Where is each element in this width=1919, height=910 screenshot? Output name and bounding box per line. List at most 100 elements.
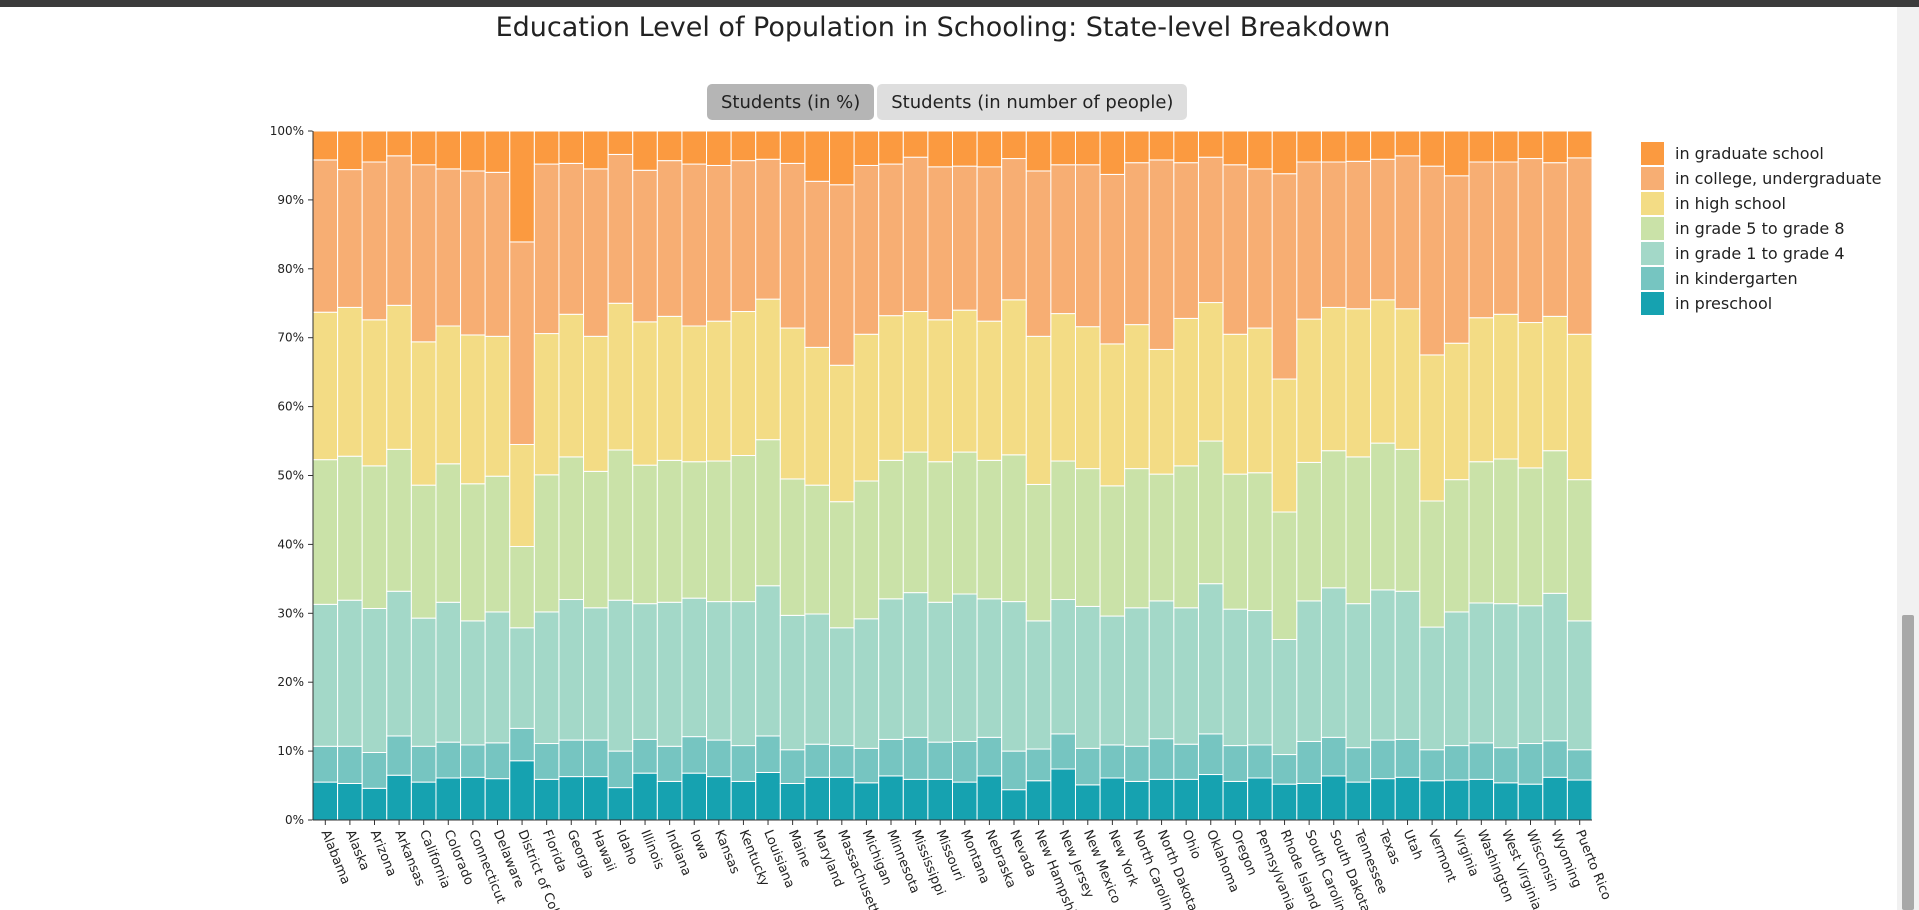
bar-segment <box>1222 473 1249 610</box>
bar-segment <box>1443 779 1470 821</box>
bar-segment <box>706 164 732 322</box>
bar-segment <box>1443 130 1470 177</box>
vertical-scrollbar[interactable] <box>1897 7 1919 910</box>
bar-segment <box>361 319 388 467</box>
bar-segment <box>1370 589 1396 741</box>
bar-segment <box>1001 789 1027 821</box>
bar-segment <box>607 130 634 155</box>
bar-segment <box>656 745 683 782</box>
bar-segment <box>1517 467 1544 607</box>
bar-segment <box>730 745 757 782</box>
bar-segment <box>1074 784 1101 821</box>
bar-segment <box>1222 745 1249 782</box>
bar-segment <box>312 745 339 783</box>
bar-segment <box>1566 779 1593 821</box>
bar-segment <box>681 772 708 821</box>
bar-segment <box>435 777 462 821</box>
bar-segment <box>1296 461 1322 602</box>
bar-segment <box>558 313 585 458</box>
bar-segment <box>1197 130 1224 158</box>
page-title: Education Level of Population in Schooli… <box>495 12 1391 43</box>
bar-segment <box>902 592 929 738</box>
bar-segment <box>681 597 708 738</box>
bar-segment <box>1320 306 1347 452</box>
bar-segment <box>410 745 437 783</box>
bar-segment <box>361 787 388 821</box>
bar-segment <box>1394 448 1421 592</box>
bar-segment <box>1394 155 1421 310</box>
legend-label: in high school <box>1675 194 1786 213</box>
bar-segment <box>1443 611 1470 747</box>
bar-segment <box>1296 161 1322 320</box>
bar-segment <box>484 778 511 821</box>
bar-segment <box>1247 130 1273 170</box>
bar-segment <box>1074 164 1101 328</box>
bar-segment <box>1074 468 1101 607</box>
bar-segment <box>361 130 388 163</box>
bar-segment <box>509 627 535 729</box>
bar-segment <box>1468 130 1495 163</box>
bar-segment <box>583 168 609 337</box>
bar-segment <box>1173 743 1199 780</box>
bar-segment <box>533 778 560 821</box>
x-tick-label: Texas <box>1375 827 1403 867</box>
bar-segment <box>1443 342 1470 481</box>
bar-segment <box>1493 747 1519 784</box>
bar-segment <box>1468 317 1495 463</box>
bar-segment <box>902 778 929 821</box>
bar-segment <box>533 333 560 476</box>
bar-segment <box>1296 130 1322 163</box>
bar-segment <box>1296 600 1322 742</box>
bar-segment <box>410 130 437 166</box>
scrollbar-thumb[interactable] <box>1902 615 1914 910</box>
bar-segment <box>1271 638 1298 756</box>
bar-segment <box>1493 313 1519 460</box>
bar-segment <box>1517 783 1544 821</box>
bar-segment <box>1050 164 1076 315</box>
y-tick-label: 80% <box>277 262 304 276</box>
bar-segment <box>1247 777 1273 821</box>
bar-segment <box>853 480 880 620</box>
bar-segment <box>730 780 757 821</box>
legend-swatch <box>1641 292 1664 315</box>
bar-segment <box>1345 456 1372 605</box>
bar-segment <box>1001 454 1027 603</box>
bar-segment <box>1222 780 1249 821</box>
bar-segment <box>607 449 634 601</box>
bar-segment <box>583 335 609 472</box>
bar-segment <box>1517 743 1544 785</box>
bar-segment <box>681 461 708 599</box>
bar-segment <box>1001 601 1027 752</box>
bar-segment <box>878 738 904 777</box>
bar-segment <box>583 470 609 609</box>
bar-segment <box>484 130 511 173</box>
bar-segment <box>779 614 806 751</box>
bar-segment <box>1247 610 1273 746</box>
bar-segment <box>1542 450 1568 594</box>
bar-segment <box>829 364 855 503</box>
bar-segment <box>976 166 1003 322</box>
bar-segment <box>1320 130 1347 163</box>
bar-segment <box>607 302 634 451</box>
bar-segment <box>1517 130 1544 160</box>
bar-segment <box>386 130 412 157</box>
bar-segment <box>878 315 904 461</box>
bar-segment <box>410 617 437 747</box>
bar-segment <box>509 241 535 445</box>
bar-segment <box>533 163 560 335</box>
bar-segment <box>1050 313 1076 462</box>
bar-segment <box>386 448 412 592</box>
bar-segment <box>607 787 634 821</box>
bar-segment <box>706 460 732 603</box>
percent-view-button[interactable]: Students (in %) <box>707 84 875 120</box>
bar-segment <box>952 451 978 595</box>
x-tick-label: Iowa <box>687 828 712 862</box>
bar-segment <box>460 334 486 485</box>
bar-segment <box>1493 603 1519 749</box>
bar-segment <box>1025 130 1052 172</box>
count-view-button[interactable]: Students (in number of people) <box>877 84 1188 120</box>
bar-segment <box>1566 620 1593 751</box>
bar-segment <box>1074 747 1101 786</box>
bar-segment <box>1173 130 1199 164</box>
bar-segment <box>1493 782 1519 821</box>
